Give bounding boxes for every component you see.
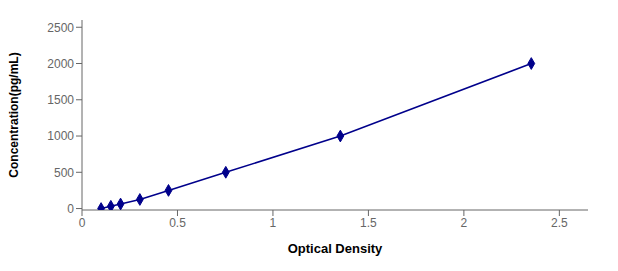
svg-text:2: 2	[461, 216, 468, 230]
svg-text:2000: 2000	[47, 57, 74, 71]
svg-text:1000: 1000	[47, 129, 74, 143]
svg-text:0: 0	[79, 216, 86, 230]
svg-text:2.5: 2.5	[551, 216, 568, 230]
svg-text:1.5: 1.5	[360, 216, 377, 230]
svg-text:1500: 1500	[47, 93, 74, 107]
svg-text:2500: 2500	[47, 21, 74, 35]
svg-text:Optical Density: Optical Density	[288, 241, 383, 256]
svg-text:0: 0	[67, 202, 74, 216]
svg-text:Concentration(pg/mL): Concentration(pg/mL)	[8, 52, 21, 177]
svg-text:0.5: 0.5	[169, 216, 186, 230]
svg-text:500: 500	[54, 166, 74, 180]
svg-text:1: 1	[270, 216, 277, 230]
